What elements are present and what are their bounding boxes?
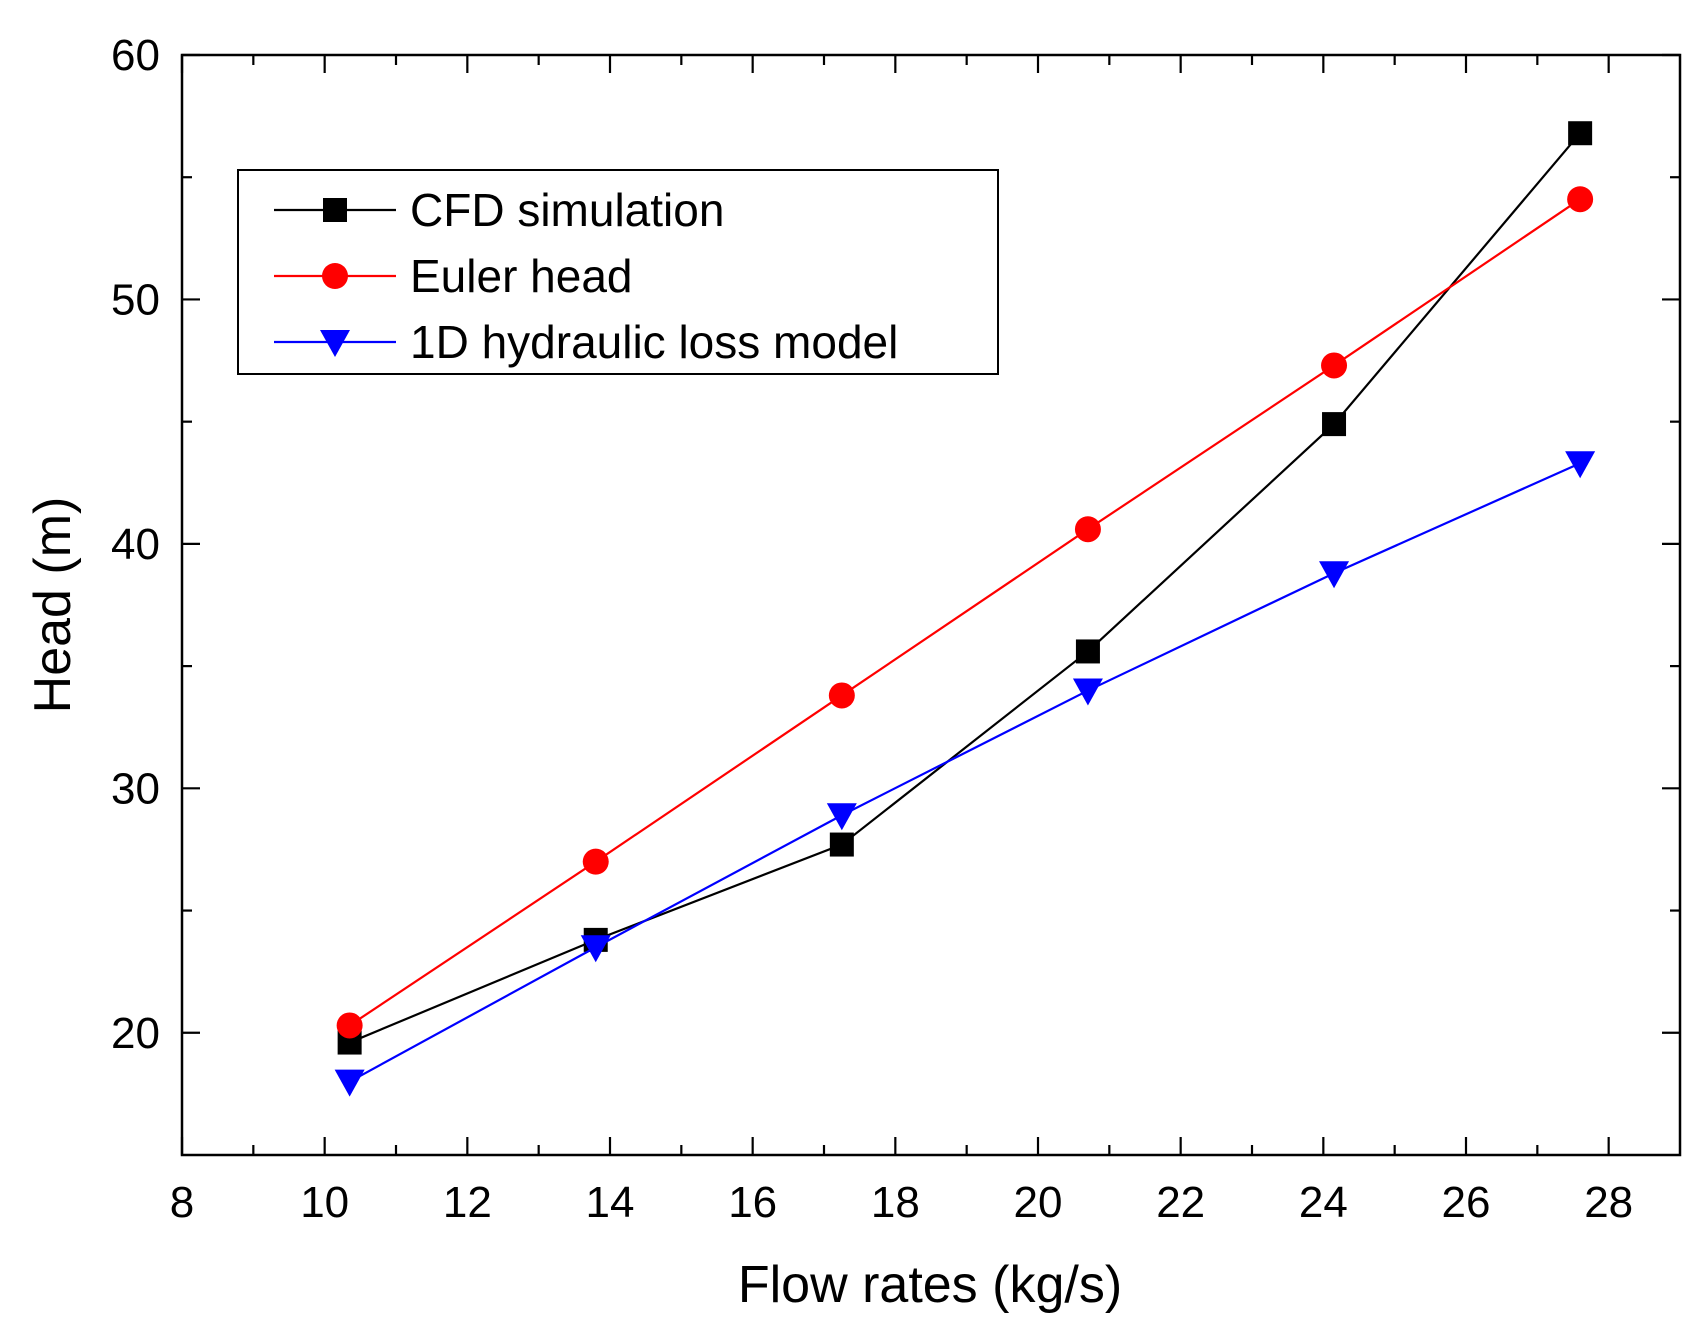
x-tick-label: 24 — [1299, 1178, 1348, 1227]
x-tick-label: 12 — [443, 1178, 492, 1227]
data-point — [580, 935, 611, 963]
series-layer — [334, 121, 1596, 1097]
x-tick-label: 18 — [871, 1178, 920, 1227]
legend-label: CFD simulation — [410, 184, 724, 236]
x-tick-label: 14 — [586, 1178, 635, 1227]
data-point — [1319, 561, 1350, 589]
series-line — [349, 132, 1581, 1044]
legend-item: 1D hydraulic loss model — [274, 316, 898, 368]
legend-item: CFD simulation — [274, 184, 724, 236]
series-line — [349, 462, 1581, 1083]
series-1d-hydraulic-loss-model — [334, 451, 1596, 1097]
series-line — [349, 198, 1581, 1027]
data-point — [1567, 186, 1594, 213]
data-point — [1074, 516, 1101, 543]
x-tick-label: 22 — [1156, 1178, 1205, 1227]
x-tick-label: 10 — [300, 1178, 349, 1227]
legend-item: Euler head — [274, 250, 633, 302]
legend-label: 1D hydraulic loss model — [410, 316, 898, 368]
x-tick-label: 26 — [1442, 1178, 1491, 1227]
series-euler-head — [336, 186, 1594, 1039]
y-tick-label: 40 — [111, 520, 160, 569]
data-point — [1565, 451, 1596, 479]
legend-marker — [323, 198, 347, 222]
data-point — [336, 1012, 363, 1039]
data-point — [1568, 121, 1593, 146]
y-axis-title: Head (m) — [24, 497, 82, 714]
legend-marker — [322, 263, 348, 289]
series-cfd-simulation — [337, 121, 1593, 1055]
y-tick-label: 20 — [111, 1009, 160, 1058]
data-point — [582, 848, 609, 875]
x-tick-label: 28 — [1584, 1178, 1633, 1227]
data-point — [1075, 639, 1100, 664]
x-tick-label: 8 — [170, 1178, 194, 1227]
data-point — [1072, 678, 1103, 706]
data-point — [1321, 352, 1348, 379]
plot-frame — [180, 53, 1682, 1157]
x-axis-title: Flow rates (kg/s) — [738, 1256, 1122, 1314]
x-tick-label: 20 — [1014, 1178, 1063, 1227]
x-tick-label: 16 — [728, 1178, 777, 1227]
legend: CFD simulation Euler head 1D hydraulic los… — [237, 169, 999, 375]
legend-label: Euler head — [410, 250, 633, 302]
y-tick-label: 30 — [111, 764, 160, 813]
data-point — [829, 832, 854, 857]
legend-box — [237, 169, 999, 375]
data-point — [1322, 412, 1347, 437]
x-axis: 8 10 12 14 16 18 20 22 24 26 28 — [170, 55, 1633, 1227]
data-point — [826, 803, 857, 831]
y-tick-label: 60 — [111, 31, 160, 80]
plot-border — [180, 53, 1682, 1157]
data-point — [334, 1069, 365, 1097]
legend-marker — [320, 330, 350, 357]
data-point — [828, 682, 855, 709]
y-tick-label: 50 — [111, 275, 160, 324]
y-axis: 20 30 40 50 60 — [111, 31, 1680, 1058]
